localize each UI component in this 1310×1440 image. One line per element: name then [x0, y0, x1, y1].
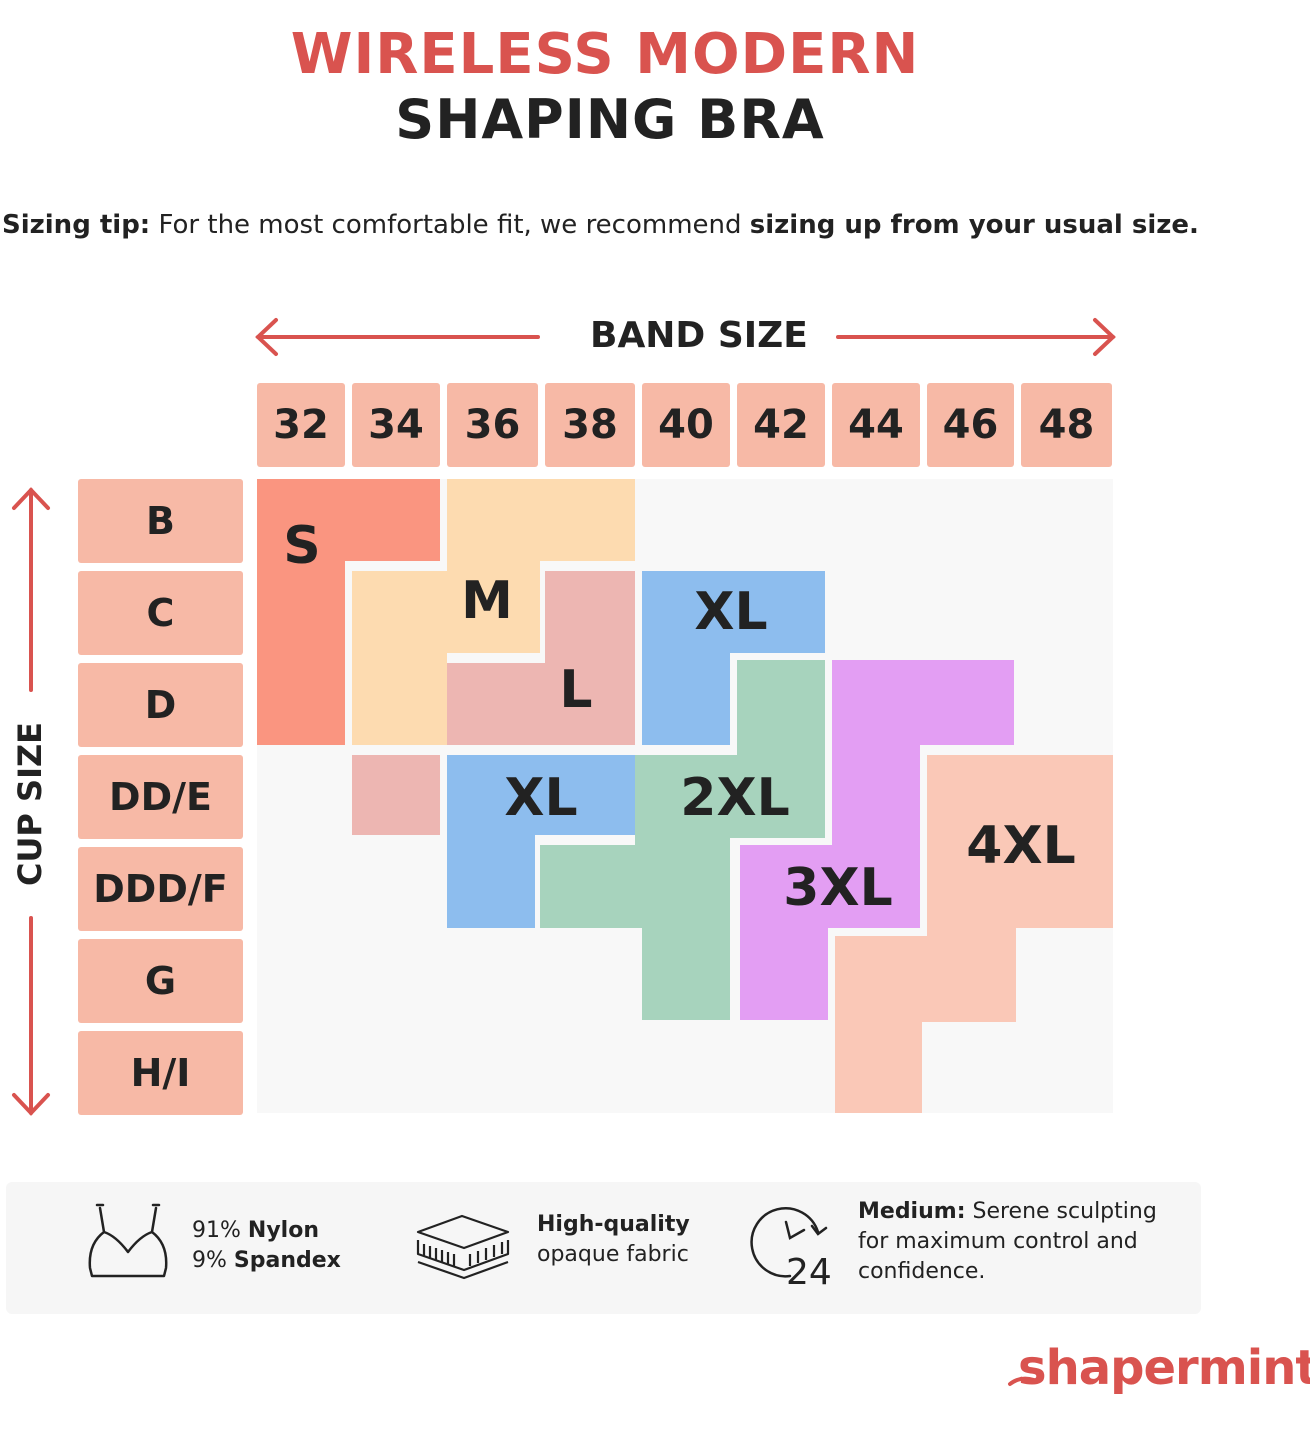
features-panel [6, 1182, 1201, 1314]
feature-compression-line3: confidence. [858, 1259, 986, 1284]
feature-compression-line1: Serene sculpting [965, 1199, 1157, 1224]
feature-material-nylon-pct: 91% [192, 1218, 248, 1243]
clock-24-text: 24 [786, 1252, 832, 1293]
title-line-2: SHAPING BRA [395, 88, 825, 151]
cup-size-cell: B [78, 479, 243, 563]
brand-logo: shapermint [1018, 1340, 1310, 1396]
sizing-tip-emphasis: sizing up from your usual size. [749, 210, 1199, 240]
size-label-l: L [559, 660, 593, 720]
band-arrow-right-head-icon [1093, 318, 1116, 356]
cup-size-cell: C [78, 571, 243, 655]
sizing-tip-label: Sizing tip: [2, 210, 151, 240]
feature-compression-line2: for maximum control and [858, 1229, 1138, 1254]
cup-size-cell: G [78, 939, 243, 1023]
cup-size-cell: D [78, 663, 243, 747]
region-2xl [540, 660, 825, 1020]
band-size-cell: 32 [257, 383, 345, 467]
brand-swoosh-icon [1008, 1376, 1036, 1386]
cup-size-cell: H/I [78, 1031, 243, 1115]
size-label-4xl: 4XL [966, 816, 1076, 876]
feature-compression: Medium: Serene sculpting for maximum con… [858, 1197, 1157, 1287]
feature-material-nylon: Nylon [247, 1218, 319, 1243]
bra-icon [88, 1203, 168, 1278]
feature-fabric-line1: High-quality [537, 1212, 690, 1237]
band-size-cell: 40 [642, 383, 730, 467]
size-label-s: S [283, 516, 321, 576]
band-size-cell: 42 [737, 383, 825, 467]
cup-arrow-up-head-icon [12, 487, 50, 510]
clock-24-icon [750, 1207, 828, 1278]
size-label-xl-upper: XL [694, 582, 768, 642]
region-xl-upper [642, 571, 825, 745]
band-size-cell: 44 [832, 383, 920, 467]
sizing-tip: Sizing tip: For the most comfortable fit… [2, 210, 1199, 240]
cup-size-cell: DDD/F [78, 847, 243, 931]
band-size-cell: 36 [447, 383, 538, 467]
feature-material: 91% Nylon 9% Spandex [192, 1216, 341, 1276]
size-label-m: M [461, 571, 513, 631]
band-arrow-left-head-icon [255, 318, 278, 356]
size-label-2xl: 2XL [680, 768, 790, 828]
band-size-cell: 48 [1021, 383, 1112, 467]
feature-fabric-line2: opaque fabric [537, 1242, 689, 1267]
region-m [352, 479, 635, 745]
feature-fabric: High-quality opaque fabric [537, 1210, 690, 1270]
feature-material-spandex: Spandex [233, 1248, 341, 1273]
band-size-label: BAND SIZE [590, 315, 808, 356]
region-xl-lower [447, 755, 635, 928]
cup-arrow-down-head-icon [12, 1093, 50, 1116]
fabric-layers-icon [416, 1214, 510, 1280]
region-4xl [835, 755, 1113, 1113]
band-size-cell: 38 [545, 383, 635, 467]
size-label-3xl: 3XL [783, 858, 893, 918]
region-s [257, 479, 440, 745]
sizing-tip-text: For the most comfortable fit, we recomme… [150, 210, 750, 240]
size-label-xl-lower: XL [504, 768, 578, 828]
cup-size-cell: DD/E [78, 755, 243, 839]
title-line-1: WIRELESS MODERN [290, 22, 920, 87]
feature-material-spandex-pct: 9% [192, 1248, 234, 1273]
band-size-cell: 34 [352, 383, 440, 467]
band-size-cell: 46 [927, 383, 1014, 467]
region-3xl [740, 660, 1014, 1020]
region-l [352, 571, 635, 835]
feature-compression-level: Medium: [858, 1199, 966, 1224]
